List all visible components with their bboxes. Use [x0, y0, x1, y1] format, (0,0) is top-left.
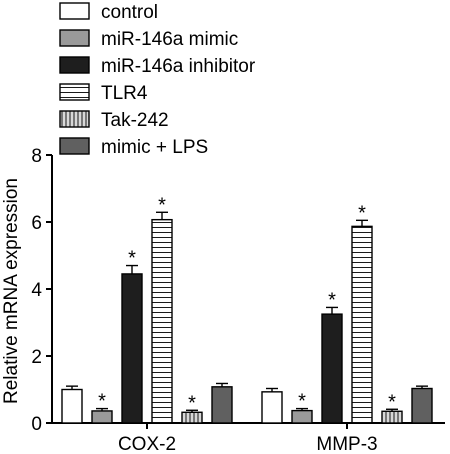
bar — [211, 386, 233, 424]
y-tick-label: 0 — [31, 414, 42, 435]
y-tick-label: 8 — [31, 146, 42, 167]
legend: control miR-146a mimic miR-146a inhibitor T… — [59, 2, 256, 158]
y-tick-label: 4 — [31, 280, 42, 301]
axes: 0 2 4 6 8 COX-2 MMP-3 — [31, 146, 445, 454]
bar — [351, 225, 373, 424]
bar — [61, 388, 83, 424]
significance-marker: * — [358, 202, 366, 224]
significance-marker: * — [98, 391, 106, 413]
y-tick-label: 2 — [31, 347, 42, 368]
significance-marker: * — [128, 248, 136, 270]
bars: * * * * * * * * — [61, 194, 433, 424]
bar — [151, 218, 173, 424]
x-category-label: MMP-3 — [316, 434, 377, 454]
legend-swatch — [59, 110, 90, 128]
bar — [321, 313, 343, 424]
legend-label: TLR4 — [101, 83, 148, 104]
bar — [411, 387, 433, 424]
significance-marker: * — [158, 194, 166, 216]
bar — [261, 391, 283, 424]
legend-label: miR-146a inhibitor — [101, 56, 256, 77]
y-axis-label: Relative mRNA expression — [1, 178, 22, 404]
legend-swatch — [59, 56, 90, 74]
legend-swatch — [59, 2, 90, 20]
bar — [121, 273, 143, 424]
legend-label: miR-146a mimic — [101, 29, 238, 50]
significance-marker: * — [388, 391, 396, 413]
legend-swatch — [59, 137, 90, 155]
significance-marker: * — [298, 391, 306, 413]
legend-label: mimic + LPS — [101, 137, 208, 158]
x-category-label: COX-2 — [118, 434, 176, 454]
significance-marker: * — [328, 289, 336, 311]
legend-swatch — [59, 83, 90, 101]
significance-marker: * — [188, 392, 196, 414]
y-tick-label: 6 — [31, 213, 42, 234]
legend-swatch — [59, 29, 90, 47]
legend-label: control — [101, 2, 158, 23]
legend-label: Tak-242 — [101, 110, 169, 131]
bar — [91, 410, 113, 424]
